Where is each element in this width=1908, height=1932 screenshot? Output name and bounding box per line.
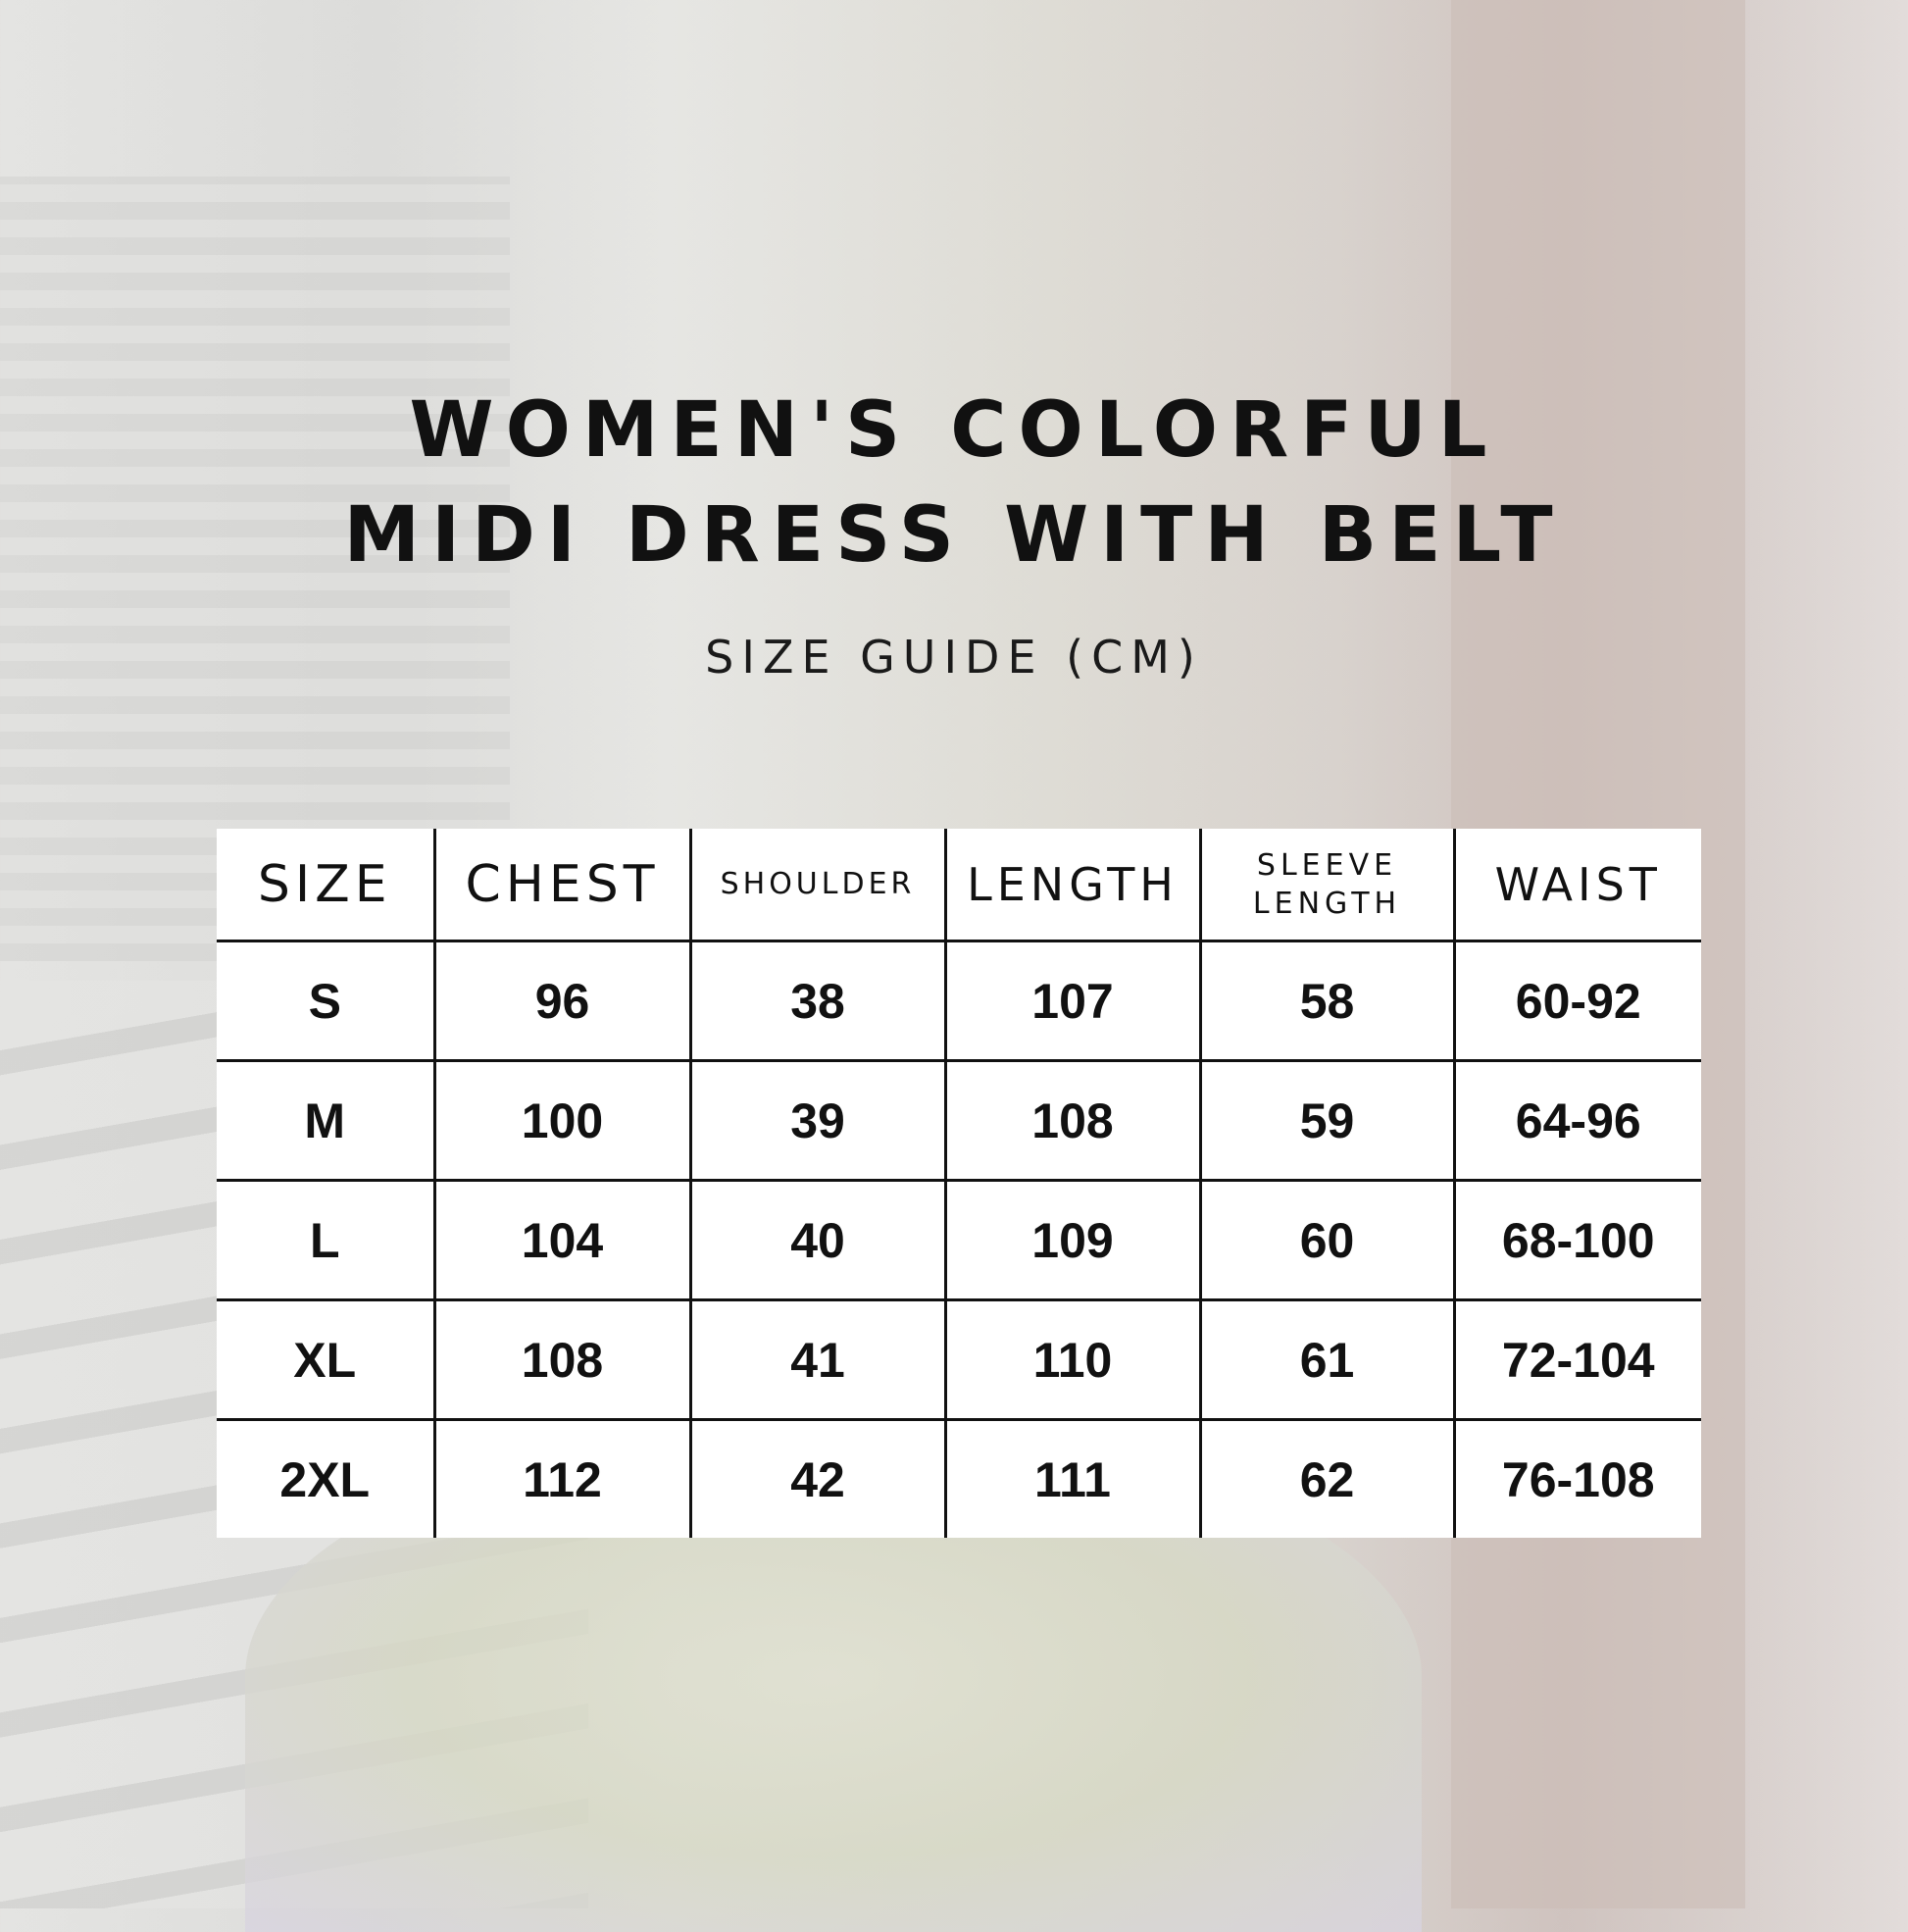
cell-length: 111 bbox=[943, 1418, 1202, 1538]
title-line-1: WOMEN'S COLORFUL bbox=[409, 386, 1499, 475]
header-sleeve-length: SLEEVE LENGTH bbox=[1198, 829, 1456, 942]
table-row: M 100 39 108 59 64-96 bbox=[217, 1059, 1701, 1182]
cell-sleeve-length: 58 bbox=[1198, 940, 1456, 1062]
cell-size: S bbox=[217, 940, 436, 1062]
header-sleeve-line1: SLEEVE bbox=[1256, 847, 1398, 883]
cell-sleeve-length: 61 bbox=[1198, 1298, 1456, 1421]
cell-chest: 112 bbox=[432, 1418, 692, 1538]
cell-size: 2XL bbox=[217, 1418, 436, 1538]
cell-sleeve-length: 62 bbox=[1198, 1418, 1456, 1538]
cell-shoulder: 38 bbox=[688, 940, 947, 1062]
header-length: LENGTH bbox=[943, 829, 1202, 942]
cell-shoulder: 42 bbox=[688, 1418, 947, 1538]
cell-length: 110 bbox=[943, 1298, 1202, 1421]
cell-shoulder: 41 bbox=[688, 1298, 947, 1421]
cell-length: 107 bbox=[943, 940, 1202, 1062]
cell-chest: 96 bbox=[432, 940, 692, 1062]
table-row: 2XL 112 42 111 62 76-108 bbox=[217, 1418, 1701, 1538]
header-sleeve-line2: LENGTH bbox=[1252, 886, 1402, 921]
cell-size: L bbox=[217, 1179, 436, 1301]
size-table: SIZE CHEST SHOULDER LENGTH SLEEVE LENGTH … bbox=[217, 829, 1701, 1538]
subtitle: SIZE GUIDE (CM) bbox=[705, 631, 1203, 684]
table-row: L 104 40 109 60 68-100 bbox=[217, 1179, 1701, 1301]
cell-length: 109 bbox=[943, 1179, 1202, 1301]
cell-sleeve-length: 60 bbox=[1198, 1179, 1456, 1301]
header-waist: WAIST bbox=[1452, 829, 1701, 942]
cell-waist: 72-104 bbox=[1452, 1298, 1701, 1421]
cell-length: 108 bbox=[943, 1059, 1202, 1182]
cell-size: M bbox=[217, 1059, 436, 1182]
header-row: SIZE CHEST SHOULDER LENGTH SLEEVE LENGTH … bbox=[217, 829, 1701, 942]
header-shoulder: SHOULDER bbox=[688, 829, 947, 942]
cell-size: XL bbox=[217, 1298, 436, 1421]
cell-shoulder: 40 bbox=[688, 1179, 947, 1301]
header-size: SIZE bbox=[217, 829, 436, 942]
cell-waist: 60-92 bbox=[1452, 940, 1701, 1062]
cell-waist: 68-100 bbox=[1452, 1179, 1701, 1301]
cell-chest: 104 bbox=[432, 1179, 692, 1301]
header-chest: CHEST bbox=[432, 829, 692, 942]
cell-chest: 100 bbox=[432, 1059, 692, 1182]
cell-shoulder: 39 bbox=[688, 1059, 947, 1182]
cell-chest: 108 bbox=[432, 1298, 692, 1421]
background-stone-wall bbox=[0, 177, 510, 961]
table-row: XL 108 41 110 61 72-104 bbox=[217, 1298, 1701, 1421]
table-row: S 96 38 107 58 60-92 bbox=[217, 940, 1701, 1062]
cell-waist: 64-96 bbox=[1452, 1059, 1701, 1182]
cell-waist: 76-108 bbox=[1452, 1418, 1701, 1538]
title-line-2: MIDI DRESS WITH BELT bbox=[343, 491, 1565, 580]
cell-sleeve-length: 59 bbox=[1198, 1059, 1456, 1182]
